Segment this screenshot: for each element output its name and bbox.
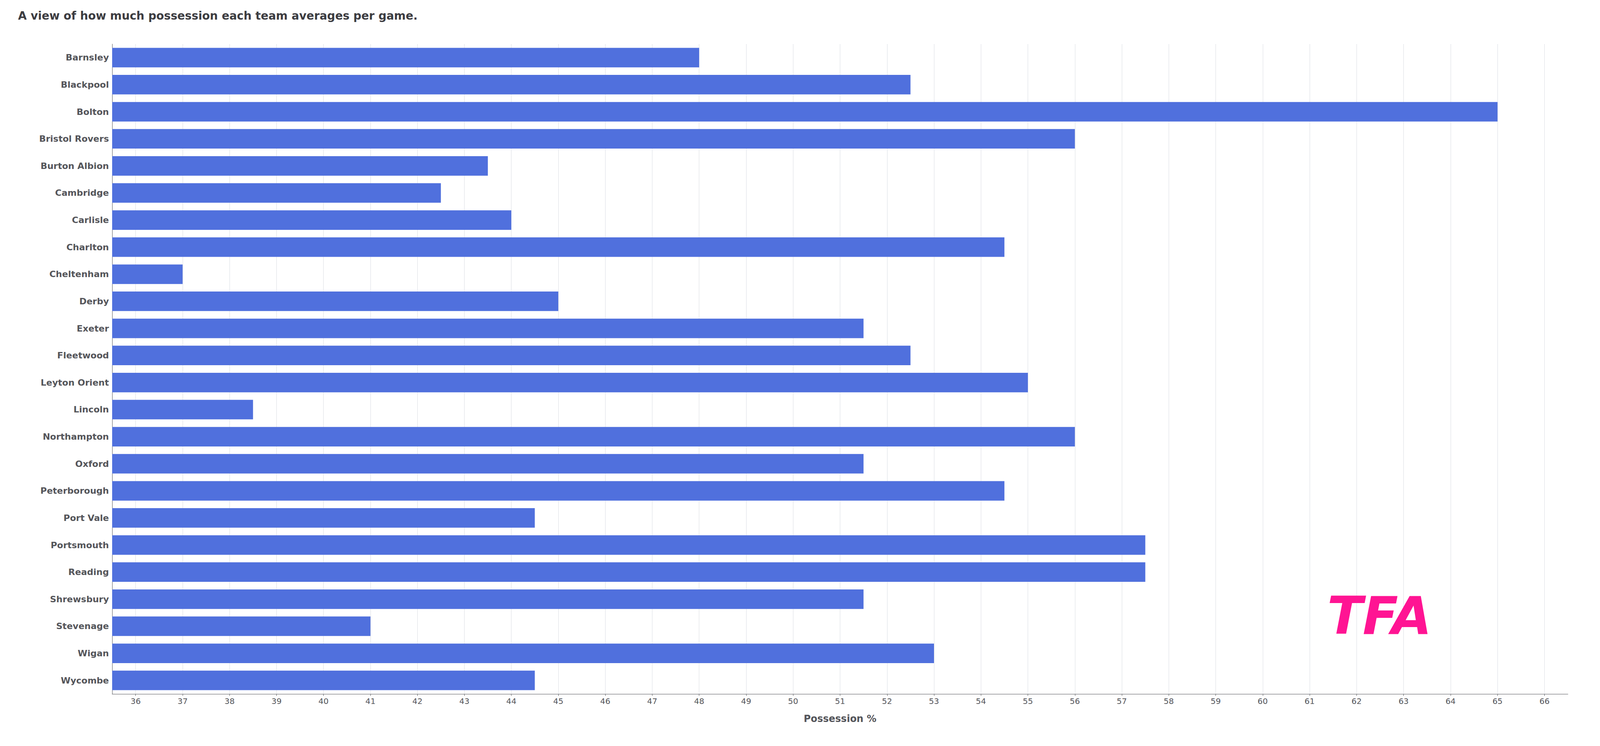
svg-text:45: 45 [553,696,564,707]
svg-text:42: 42 [412,696,423,707]
svg-text:Cheltenham: Cheltenham [49,269,109,280]
svg-text:Northampton: Northampton [42,431,109,442]
svg-text:59: 59 [1210,696,1221,707]
svg-text:64: 64 [1445,696,1456,707]
svg-text:Peterborough: Peterborough [40,485,109,496]
svg-text:40: 40 [318,696,329,707]
svg-text:Carlisle: Carlisle [72,215,109,226]
svg-text:38: 38 [224,696,235,707]
svg-text:Oxford: Oxford [75,458,109,469]
svg-text:51: 51 [835,696,846,707]
svg-text:Bristol Rovers: Bristol Rovers [39,133,109,144]
svg-text:44: 44 [506,696,517,707]
svg-text:Leyton Orient: Leyton Orient [40,377,110,388]
svg-text:Bolton: Bolton [76,106,109,117]
svg-text:60: 60 [1257,696,1268,707]
svg-text:Exeter: Exeter [76,323,110,334]
svg-text:66: 66 [1539,696,1550,707]
svg-text:Burton Albion: Burton Albion [40,161,109,172]
svg-text:Blackpool: Blackpool [60,79,109,90]
svg-text:49: 49 [740,696,751,707]
svg-text:Portsmouth: Portsmouth [50,540,109,551]
svg-text:Port Vale: Port Vale [63,513,109,524]
svg-text:55: 55 [1022,696,1033,707]
svg-text:39: 39 [271,696,282,707]
svg-text:Lincoln: Lincoln [73,404,109,415]
svg-text:TFA: TFA [1327,585,1432,647]
svg-text:63: 63 [1398,696,1409,707]
svg-text:Wigan: Wigan [77,648,109,659]
svg-text:36: 36 [130,696,141,707]
svg-text:43: 43 [459,696,470,707]
svg-text:58: 58 [1163,696,1174,707]
svg-text:Wycombe: Wycombe [60,675,109,686]
svg-text:37: 37 [177,696,188,707]
svg-text:46: 46 [599,696,610,707]
svg-text:41: 41 [365,696,376,707]
svg-text:Stevenage: Stevenage [56,621,109,632]
svg-text:62: 62 [1351,696,1362,707]
svg-text:50: 50 [788,696,799,707]
svg-text:Cambridge: Cambridge [55,187,109,198]
svg-text:48: 48 [694,696,705,707]
svg-text:Fleetwood: Fleetwood [57,350,109,361]
svg-text:61: 61 [1304,696,1315,707]
svg-text:56: 56 [1069,696,1080,707]
svg-text:Reading: Reading [68,567,109,578]
svg-text:47: 47 [647,696,658,707]
svg-text:Shrewsbury: Shrewsbury [50,594,109,605]
svg-text:Barnsley: Barnsley [65,52,109,63]
svg-text:54: 54 [976,696,987,707]
svg-text:Derby: Derby [79,296,109,307]
svg-text:Charlton: Charlton [66,242,109,253]
svg-text:A view of how much possession: A view of how much possession each team … [18,9,418,23]
svg-text:65: 65 [1492,696,1503,707]
svg-text:53: 53 [928,696,939,707]
svg-text:52: 52 [881,696,892,707]
svg-text:Possession %: Possession % [803,713,877,725]
svg-text:57: 57 [1116,696,1127,707]
